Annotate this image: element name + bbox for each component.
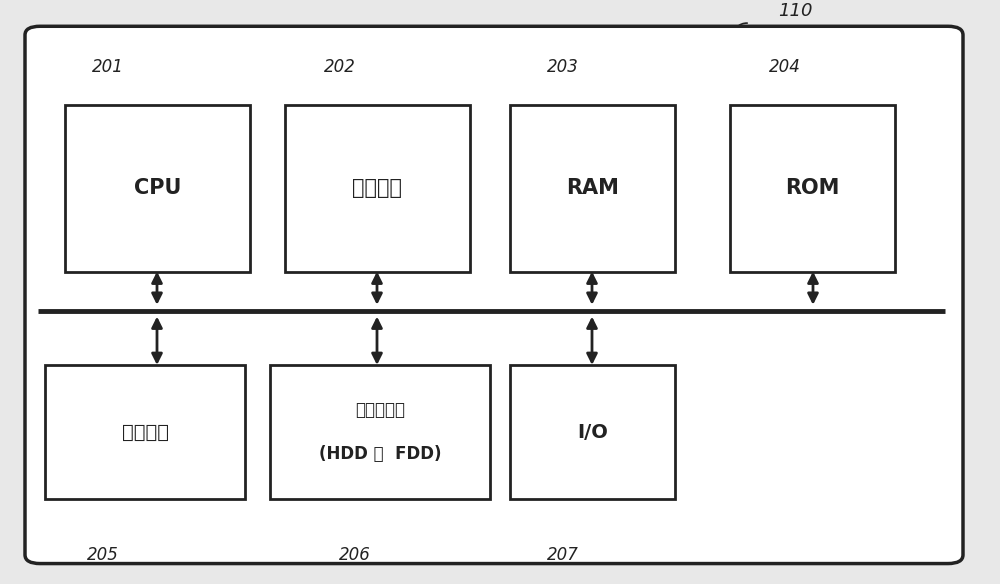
Text: ROM: ROM — [785, 178, 840, 199]
Text: CPU: CPU — [134, 178, 181, 199]
Text: 外部存储器: 外部存储器 — [355, 401, 405, 419]
FancyBboxPatch shape — [510, 365, 675, 499]
Text: 203: 203 — [547, 58, 579, 76]
FancyBboxPatch shape — [285, 105, 470, 272]
Text: I/O: I/O — [577, 423, 608, 442]
FancyBboxPatch shape — [730, 105, 895, 272]
FancyBboxPatch shape — [25, 26, 963, 564]
FancyBboxPatch shape — [510, 105, 675, 272]
Text: 201: 201 — [92, 58, 124, 76]
FancyBboxPatch shape — [270, 365, 490, 499]
Text: 输入装置: 输入装置 — [122, 423, 169, 442]
Text: 显示单元: 显示单元 — [352, 178, 402, 199]
FancyBboxPatch shape — [65, 105, 250, 272]
Text: 207: 207 — [547, 546, 579, 564]
FancyBboxPatch shape — [45, 365, 245, 499]
Text: 206: 206 — [339, 546, 371, 564]
Text: 202: 202 — [324, 58, 356, 76]
Text: 204: 204 — [769, 58, 801, 76]
Text: (HDD 或  FDD): (HDD 或 FDD) — [319, 446, 441, 463]
Text: 205: 205 — [87, 546, 119, 564]
Text: RAM: RAM — [566, 178, 619, 199]
Text: 110: 110 — [778, 2, 812, 20]
